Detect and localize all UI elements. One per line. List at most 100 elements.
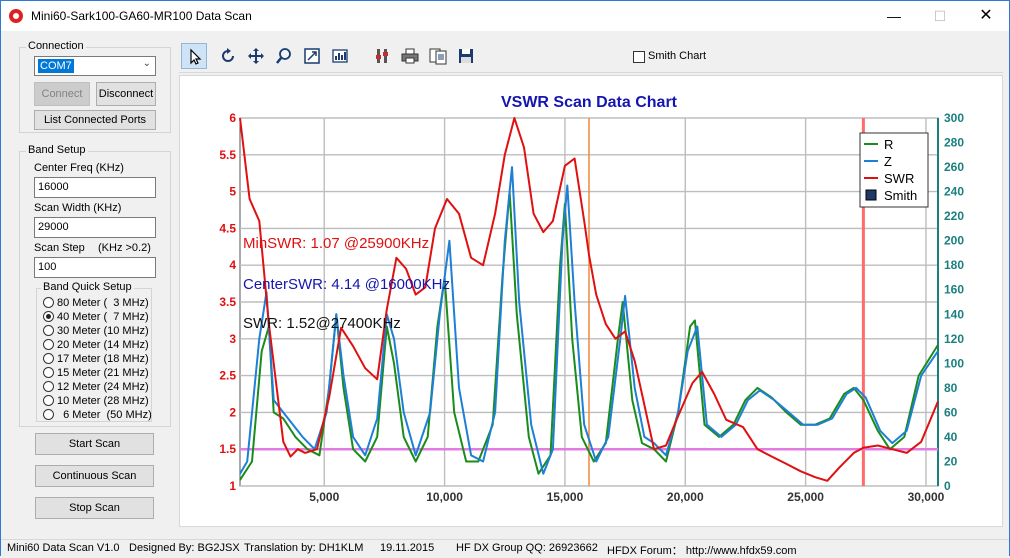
save-icon [459, 49, 473, 63]
zoom-box-icon [304, 48, 320, 64]
tools-tool-button[interactable] [369, 43, 395, 69]
y-right-tick-label: 260 [944, 160, 964, 174]
radio-icon [43, 339, 54, 350]
band-radio-8[interactable]: 6 Meter (50 MHz) [43, 409, 152, 423]
window-title: Mini60-Sark100-GA60-MR100 Data Scan [31, 9, 252, 23]
center-swr-annotation: CenterSWR: 4.14 @16000KHz [243, 276, 450, 293]
status-forum: HFDX Forum： http://www.hfdx59.com [607, 545, 797, 557]
band-radio-label: 80 Meter ( 3 MHz) [57, 297, 149, 309]
status-bar: Mini60 Data Scan V1.0 Designed By: BG2JS… [1, 539, 1009, 557]
y-right-tick-label: 220 [944, 209, 964, 223]
band-quick-setup-group: Band Quick Setup 80 Meter ( 3 MHz) 40 Met… [36, 281, 152, 423]
stop-scan-button[interactable]: Stop Scan [35, 497, 154, 519]
band-radio-5[interactable]: 15 Meter (21 MHz) [43, 367, 149, 381]
disconnect-button[interactable]: Disconnect [96, 82, 156, 106]
radio-icon [43, 353, 54, 364]
band-radio-label: 17 Meter (18 MHz) [57, 353, 149, 365]
legend-label: Smith [884, 188, 917, 203]
radio-icon [43, 311, 54, 322]
band-radio-0[interactable]: 80 Meter ( 3 MHz) [43, 297, 149, 311]
pointer-tool-button[interactable] [181, 43, 207, 69]
print-tool-button[interactable] [397, 43, 423, 69]
band-radio-label: 10 Meter (28 MHz) [57, 395, 149, 407]
band-radio-3[interactable]: 20 Meter (14 MHz) [43, 339, 149, 353]
y-right-tick-label: 100 [944, 356, 964, 370]
center-freq-input[interactable]: 16000 [34, 177, 156, 198]
copy-icon [429, 48, 447, 65]
x-tick-label: 10,000 [426, 490, 463, 504]
maximize-button: ☐ [933, 8, 947, 24]
y-left-tick-label: 6 [229, 111, 236, 125]
scan-width-input[interactable]: 29000 [34, 217, 156, 238]
chevron-down-icon: ⌄ [142, 58, 151, 69]
status-designer: Designed By: BG2JSX [129, 542, 240, 554]
band-radio-label: 6 Meter (50 MHz) [57, 409, 152, 421]
y-right-tick-label: 240 [944, 185, 964, 199]
copy-tool-button[interactable] [425, 43, 451, 69]
band-radio-2[interactable]: 30 Meter (10 MHz) [43, 325, 149, 339]
pointer-icon [190, 48, 202, 65]
smith-chart-checkbox[interactable] [633, 51, 645, 63]
band-radio-label: 30 Meter (10 MHz) [57, 325, 149, 337]
y-right-tick-label: 60 [944, 405, 958, 419]
zoom-icon [276, 48, 291, 64]
chart-properties-tool-button[interactable] [327, 43, 353, 69]
smith-chart-label: Smith Chart [648, 50, 707, 62]
legend-label: R [884, 137, 893, 152]
legend-swatch-smith [865, 189, 877, 201]
band-setup-group: Band Setup Center Freq (KHz) 16000 Scan … [19, 144, 171, 427]
y-right-tick-label: 80 [944, 381, 958, 395]
band-setup-title: Band Setup [26, 144, 88, 156]
band-radio-7[interactable]: 10 Meter (28 MHz) [43, 395, 149, 409]
y-left-tick-label: 2 [229, 405, 236, 419]
status-translation: Translation by: DH1KLM [244, 542, 364, 554]
zoom-box-tool-button[interactable] [299, 43, 325, 69]
swr-annotation: SWR: 1.52@27400KHz [243, 315, 401, 332]
x-tick-label: 25,000 [787, 490, 824, 504]
legend-label: Z [884, 154, 892, 169]
vswr-chart[interactable]: 5,000 10,000 15,000 20,000 25,000 30,000 6 5.5 5… [180, 76, 1002, 526]
scan-step-hint: (KHz >0.2) [98, 242, 151, 254]
connect-button[interactable]: Connect [34, 82, 90, 106]
scan-step-input[interactable]: 100 [34, 257, 156, 278]
close-button[interactable]: ✕ [979, 7, 993, 24]
y-left-tick-label: 4 [229, 258, 236, 272]
x-tick-label: 15,000 [547, 490, 584, 504]
min-swr-annotation: MinSWR: 1.07 @25900KHz [243, 235, 429, 252]
port-value: COM7 [38, 59, 74, 73]
y-left-tick-label: 1.5 [219, 442, 236, 456]
app-icon [9, 9, 23, 23]
radio-icon [43, 409, 54, 420]
zoom-tool-button[interactable] [271, 43, 297, 69]
tools-icon [376, 49, 388, 63]
y-right-tick-label: 300 [944, 111, 964, 125]
save-tool-button[interactable] [453, 43, 479, 69]
radio-icon [43, 381, 54, 392]
x-tick-label: 5,000 [309, 490, 339, 504]
continuous-scan-button[interactable]: Continuous Scan [35, 465, 154, 487]
move-tool-button[interactable] [243, 43, 269, 69]
list-ports-button[interactable]: List Connected Ports [34, 110, 156, 130]
connection-group: Connection COM7 ⌄ Connect Disconnect Lis… [19, 40, 171, 133]
y-left-tick-label: 2.5 [219, 369, 236, 383]
connection-group-title: Connection [26, 40, 86, 52]
band-radio-4[interactable]: 17 Meter (18 MHz) [43, 353, 149, 367]
minimize-button[interactable]: — [887, 8, 901, 24]
port-select[interactable]: COM7 ⌄ [34, 56, 156, 76]
rotate-tool-button[interactable] [215, 43, 241, 69]
x-tick-label: 20,000 [667, 490, 704, 504]
chart-toolbar: Smith Chart [179, 41, 1003, 73]
scan-step-label: Scan Step [34, 242, 85, 254]
radio-icon [43, 367, 54, 378]
chart-legend [859, 132, 929, 208]
rotate-icon [222, 48, 234, 62]
start-scan-button[interactable]: Start Scan [35, 433, 154, 455]
y-left-tick-label: 5 [229, 185, 236, 199]
legend-label: SWR [884, 171, 914, 186]
band-radio-1[interactable]: 40 Meter ( 7 MHz) [43, 311, 149, 325]
chart-panel[interactable]: 5,000 10,000 15,000 20,000 25,000 30,000 6 5.5 5… [179, 75, 1003, 527]
band-radio-6[interactable]: 12 Meter (24 MHz) [43, 381, 149, 395]
y-left-tick-label: 3 [229, 332, 236, 346]
y-left-tick-label: 5.5 [219, 148, 236, 162]
y-right-tick-label: 120 [944, 332, 964, 346]
